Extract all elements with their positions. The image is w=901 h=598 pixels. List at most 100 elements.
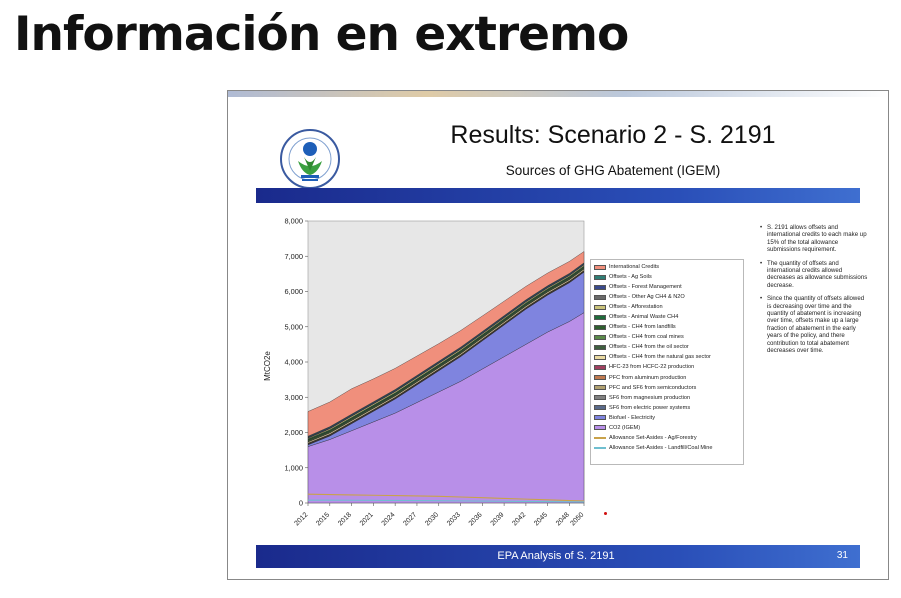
legend-item: International Credits bbox=[594, 262, 740, 272]
legend-label: Allowance Set-Asides - Ag/Forestry bbox=[609, 434, 697, 441]
y-tick-label: 6,000 bbox=[285, 287, 304, 296]
legend-item: Allowance Set-Asides - Landfill/Coal Min… bbox=[594, 443, 740, 453]
presentation-slide: Results: Scenario 2 - S. 2191 Sources of… bbox=[227, 90, 889, 580]
legend-label: Offsets - Animal Waste CH4 bbox=[609, 314, 679, 321]
legend-swatch bbox=[594, 395, 606, 401]
legend-label: Offsets - CH4 from the oil sector bbox=[609, 344, 689, 351]
legend-label: HFC-23 from HCFC-22 production bbox=[609, 364, 695, 371]
y-axis-label: MtCO2e bbox=[263, 351, 272, 381]
legend-swatch bbox=[594, 364, 606, 370]
y-tick-label: 8,000 bbox=[285, 217, 304, 226]
chart-title: Sources of GHG Abatement (IGEM) bbox=[505, 163, 721, 178]
legend-swatch bbox=[594, 446, 606, 449]
y-tick-label: 5,000 bbox=[285, 322, 304, 331]
line-allowance-set-asides-ag-forestry bbox=[307, 493, 585, 502]
legend-swatch bbox=[594, 304, 606, 310]
x-tick-label: 2015 bbox=[315, 511, 331, 527]
legend-label: Offsets - Forest Management bbox=[609, 284, 682, 291]
legend-swatch bbox=[594, 264, 606, 270]
legend-item: Allowance Set-Asides - Ag/Forestry bbox=[594, 433, 740, 443]
area-international-credits bbox=[307, 251, 585, 437]
legend-swatch bbox=[594, 385, 606, 391]
legend-label: PFC from aluminum production bbox=[609, 374, 687, 381]
chart-legend: International Credits Offsets - Ag Soils O… bbox=[590, 259, 744, 465]
legend-label: Biofuel - Electricity bbox=[609, 414, 656, 421]
laser-pointer-dot bbox=[604, 512, 607, 515]
x-tick-label: 2030 bbox=[424, 511, 440, 527]
x-tick-label: 2036 bbox=[468, 511, 484, 527]
x-tick-label: 2050 bbox=[569, 511, 585, 527]
page-heading: Información en extremo bbox=[14, 7, 629, 62]
legend-item: HFC-23 from HCFC-22 production bbox=[594, 362, 740, 372]
footer-band: EPA Analysis of S. 2191 31 bbox=[256, 545, 860, 568]
legend-swatch bbox=[594, 344, 606, 350]
legend-item: Offsets - Forest Management bbox=[594, 282, 740, 292]
legend-label: International Credits bbox=[609, 264, 660, 271]
legend-label: SF6 from electric power systems bbox=[609, 404, 691, 411]
legend-item: Offsets - CH4 from landfills bbox=[594, 322, 740, 332]
y-tick-label: 2,000 bbox=[285, 428, 304, 437]
legend-swatch bbox=[594, 324, 606, 330]
header-band bbox=[256, 188, 860, 203]
legend-swatch bbox=[594, 294, 606, 300]
y-tick-label: 3,000 bbox=[285, 393, 304, 402]
legend-label: Allowance Set-Asides - Landfill/Coal Min… bbox=[609, 444, 713, 451]
legend-swatch bbox=[594, 415, 606, 421]
x-tick-label: 2048 bbox=[555, 511, 571, 527]
slide-top-strip bbox=[228, 91, 888, 97]
legend-swatch bbox=[594, 334, 606, 340]
legend-item: Offsets - CH4 from the natural gas secto… bbox=[594, 352, 740, 362]
x-tick-label: 2042 bbox=[511, 511, 527, 527]
legend-item: CO2 (IGEM) bbox=[594, 423, 740, 433]
slide-title: Results: Scenario 2 - S. 2191 bbox=[450, 121, 776, 149]
legend-item: Offsets - Afforestation bbox=[594, 302, 740, 312]
legend-label: CO2 (IGEM) bbox=[609, 424, 641, 431]
x-tick-label: 2045 bbox=[533, 511, 549, 527]
slide-note: Since the quantity of offsets allowed is… bbox=[760, 295, 869, 354]
x-tick-label: 2024 bbox=[381, 511, 397, 527]
legend-swatch bbox=[594, 375, 606, 381]
slide-note: The quantity of offsets and internationa… bbox=[760, 260, 869, 290]
legend-label: SF6 from magnesium production bbox=[609, 394, 691, 401]
legend-swatch bbox=[594, 405, 606, 411]
legend-label: Offsets - Afforestation bbox=[609, 304, 663, 311]
legend-item: SF6 from electric power systems bbox=[594, 403, 740, 413]
y-tick-label: 1,000 bbox=[285, 463, 304, 472]
legend-swatch bbox=[594, 274, 606, 280]
legend-item: PFC from aluminum production bbox=[594, 373, 740, 383]
x-tick-label: 2018 bbox=[337, 511, 353, 527]
legend-swatch bbox=[594, 314, 606, 320]
legend-label: Offsets - CH4 from coal mines bbox=[609, 334, 684, 341]
legend-label: PFC and SF6 from semiconductors bbox=[609, 384, 697, 391]
legend-item: SF6 from magnesium production bbox=[594, 393, 740, 403]
legend-item: Offsets - Ag Soils bbox=[594, 272, 740, 282]
x-tick-label: 2039 bbox=[490, 511, 506, 527]
legend-item: Biofuel - Electricity bbox=[594, 413, 740, 423]
line-allowance-set-asides-landfill-coal-mine bbox=[308, 499, 585, 503]
y-tick-label: 0 bbox=[299, 499, 303, 508]
legend-label: Offsets - CH4 from landfills bbox=[609, 324, 676, 331]
footer-text: EPA Analysis of S. 2191 bbox=[497, 550, 615, 562]
legend-item: Offsets - Animal Waste CH4 bbox=[594, 312, 740, 322]
legend-label: Offsets - Other Ag CH4 & N2O bbox=[609, 294, 685, 301]
x-tick-label: 2012 bbox=[293, 511, 309, 527]
legend-item: PFC and SF6 from semiconductors bbox=[594, 383, 740, 393]
legend-item: Offsets - CH4 from the oil sector bbox=[594, 342, 740, 352]
abatement-area-chart: 0 1,000 2,000 3,000 4,000 5,000 6,000 7,000 8,00… bbox=[263, 217, 585, 528]
slide-number: 31 bbox=[836, 550, 848, 561]
x-tick-label: 2033 bbox=[446, 511, 462, 527]
slide-notes: S. 2191 allows offsets and international… bbox=[759, 224, 869, 361]
legend-label: Offsets - Ag Soils bbox=[609, 274, 652, 281]
legend-item: Offsets - Other Ag CH4 & N2O bbox=[594, 292, 740, 302]
x-tick-label: 2021 bbox=[359, 511, 375, 527]
y-tick-label: 7,000 bbox=[285, 252, 304, 261]
epa-seal-icon bbox=[280, 129, 340, 189]
x-tick-label: 2027 bbox=[402, 511, 418, 527]
legend-swatch bbox=[594, 436, 606, 439]
legend-item: Offsets - CH4 from coal mines bbox=[594, 332, 740, 342]
legend-label: Offsets - CH4 from the natural gas secto… bbox=[609, 354, 711, 361]
slide-note: S. 2191 allows offsets and international… bbox=[760, 224, 869, 254]
y-tick-label: 4,000 bbox=[285, 358, 304, 367]
legend-swatch bbox=[594, 284, 606, 290]
legend-swatch bbox=[594, 354, 606, 360]
